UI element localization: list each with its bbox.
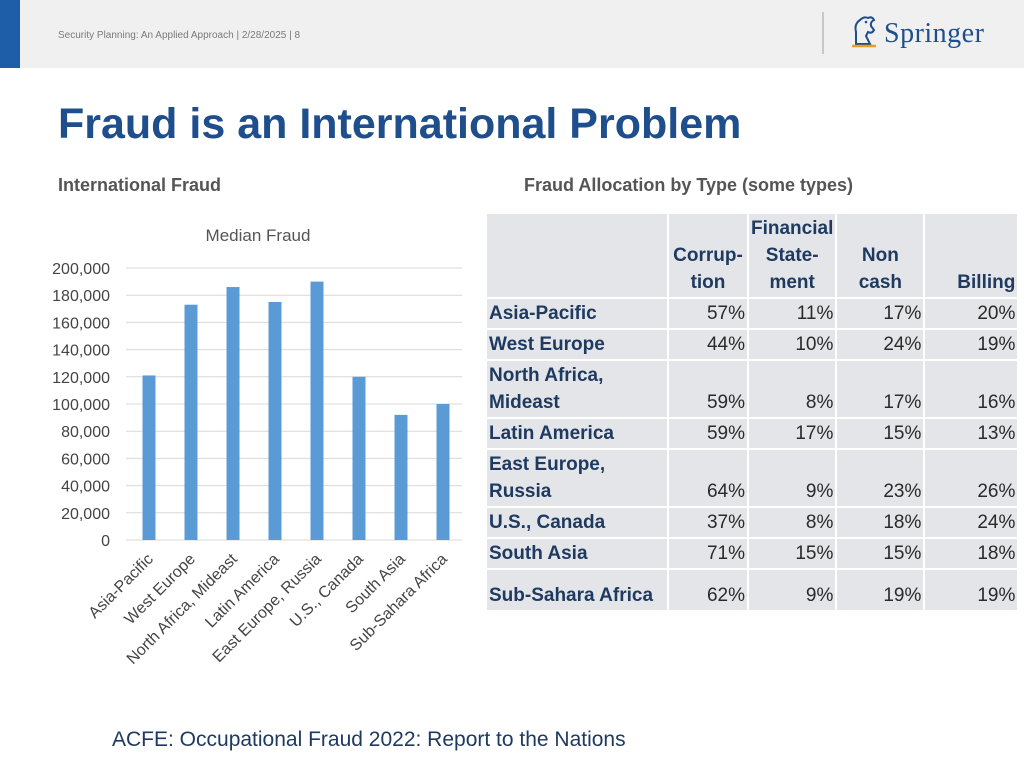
value-cell: 19% bbox=[925, 330, 1018, 359]
y-tick-label: 100,000 bbox=[52, 397, 110, 414]
value-cell: 15% bbox=[837, 419, 924, 448]
value-cell: 16% bbox=[925, 361, 1018, 417]
bar bbox=[226, 287, 240, 540]
springer-horse-icon bbox=[852, 16, 876, 48]
bar bbox=[268, 302, 282, 540]
source-footer: ACFE: Occupational Fraud 2022: Report to… bbox=[112, 728, 626, 751]
value-cell: 17% bbox=[749, 419, 836, 448]
table-row: Latin America 59% 17% 15% 13% bbox=[487, 419, 1018, 448]
bar bbox=[142, 375, 156, 540]
median-fraud-chart: Median Fraud 0 20,000 40,000 60,000 80,000 100… bbox=[52, 226, 462, 668]
table-row: North Africa, Mideast 59% 8% 17% 16% bbox=[487, 361, 1018, 417]
y-tick-label: 20,000 bbox=[61, 506, 110, 523]
column-header: Billing bbox=[925, 214, 1018, 297]
header-corner-cell bbox=[487, 214, 667, 297]
value-cell: 57% bbox=[669, 299, 747, 328]
slide-title: Fraud is an International Problem bbox=[58, 100, 742, 148]
region-cell: South Asia bbox=[487, 539, 667, 568]
value-cell: 9% bbox=[749, 450, 836, 506]
value-cell: 9% bbox=[749, 570, 836, 610]
region-cell: Sub-Sahara Africa bbox=[487, 570, 667, 610]
value-cell: 13% bbox=[925, 419, 1018, 448]
value-cell: 17% bbox=[837, 361, 924, 417]
x-tick-label: Latin America bbox=[202, 551, 283, 632]
bar bbox=[310, 281, 324, 540]
header-text: Security Planning: An Applied Approach |… bbox=[58, 30, 301, 41]
region-cell: U.S., Canada bbox=[487, 508, 667, 537]
table-row: U.S., Canada 37% 8% 18% 24% bbox=[487, 508, 1018, 537]
value-cell: 24% bbox=[837, 330, 924, 359]
region-cell: Asia-Pacific bbox=[487, 299, 667, 328]
bar bbox=[184, 304, 198, 540]
value-cell: 18% bbox=[837, 508, 924, 537]
chart-title: Median Fraud bbox=[206, 226, 311, 245]
table-row: West Europe 44% 10% 24% 19% bbox=[487, 330, 1018, 359]
value-cell: 11% bbox=[749, 299, 836, 328]
y-tick-label: 140,000 bbox=[52, 343, 110, 360]
y-tick-label: 80,000 bbox=[61, 424, 110, 441]
value-cell: 64% bbox=[669, 450, 747, 506]
value-cell: 17% bbox=[837, 299, 924, 328]
table-row: South Asia 71% 15% 15% 18% bbox=[487, 539, 1018, 568]
value-cell: 24% bbox=[925, 508, 1018, 537]
bar bbox=[394, 414, 408, 540]
table-header-row: Corrup-tion Financial State-ment Non cash Bil… bbox=[487, 214, 1018, 297]
springer-logo-text: Springer bbox=[884, 18, 985, 49]
bar bbox=[352, 376, 366, 540]
value-cell: 59% bbox=[669, 419, 747, 448]
value-cell: 8% bbox=[749, 361, 836, 417]
value-cell: 8% bbox=[749, 508, 836, 537]
table-row: Asia-Pacific 57% 11% 17% 20% bbox=[487, 299, 1018, 328]
value-cell: 59% bbox=[669, 361, 747, 417]
value-cell: 10% bbox=[749, 330, 836, 359]
value-cell: 71% bbox=[669, 539, 747, 568]
value-cell: 15% bbox=[837, 539, 924, 568]
value-cell: 15% bbox=[749, 539, 836, 568]
value-cell: 18% bbox=[925, 539, 1018, 568]
value-cell: 19% bbox=[837, 570, 924, 610]
left-subtitle: International Fraud bbox=[58, 175, 222, 195]
table-row: East Europe, Russia 64% 9% 23% 26% bbox=[487, 450, 1018, 506]
region-cell: East Europe, Russia bbox=[487, 450, 667, 506]
y-tick-label: 200,000 bbox=[52, 261, 110, 278]
column-header: Non cash bbox=[837, 214, 924, 297]
header-accent-bar bbox=[0, 0, 20, 68]
bar bbox=[436, 404, 450, 540]
y-tick-label: 180,000 bbox=[52, 288, 110, 305]
y-tick-label: 60,000 bbox=[61, 451, 110, 468]
header-divider bbox=[822, 12, 824, 54]
region-cell: North Africa, Mideast bbox=[487, 361, 667, 417]
y-tick-label: 120,000 bbox=[52, 370, 110, 387]
value-cell: 19% bbox=[925, 570, 1018, 610]
x-tick-label: U.S., Canada bbox=[287, 551, 367, 631]
region-cell: West Europe bbox=[487, 330, 667, 359]
value-cell: 62% bbox=[669, 570, 747, 610]
right-subtitle: Fraud Allocation by Type (some types) bbox=[524, 175, 854, 195]
y-tick-label: 0 bbox=[101, 533, 110, 550]
value-cell: 37% bbox=[669, 508, 747, 537]
slide-header: Security Planning: An Applied Approach |… bbox=[0, 0, 1024, 68]
value-cell: 20% bbox=[925, 299, 1018, 328]
y-tick-label: 160,000 bbox=[52, 315, 110, 332]
column-header: Corrup-tion bbox=[669, 214, 747, 297]
value-cell: 26% bbox=[925, 450, 1018, 506]
column-header: Financial State-ment bbox=[749, 214, 836, 297]
value-cell: 44% bbox=[669, 330, 747, 359]
region-cell: Latin America bbox=[487, 419, 667, 448]
y-tick-label: 40,000 bbox=[61, 479, 110, 496]
fraud-allocation-table: Corrup-tion Financial State-ment Non cash Bil… bbox=[485, 212, 1019, 612]
value-cell: 23% bbox=[837, 450, 924, 506]
table-row: Sub-Sahara Africa 62% 9% 19% 19% bbox=[487, 570, 1018, 610]
